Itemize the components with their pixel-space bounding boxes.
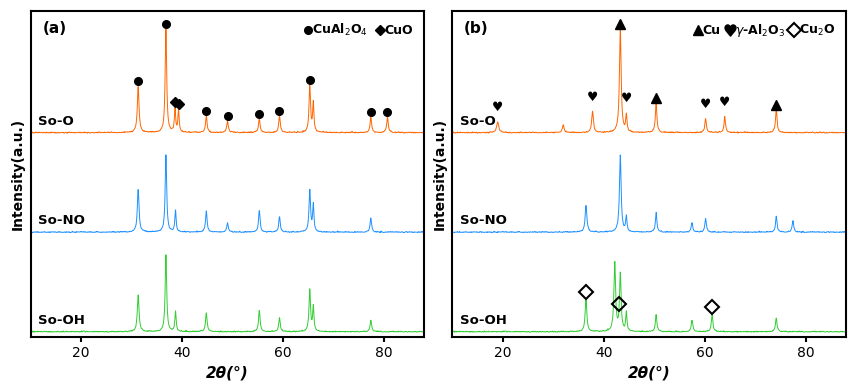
Text: (a): (a) <box>43 21 67 36</box>
Text: So-OH: So-OH <box>460 314 506 327</box>
Text: (b): (b) <box>464 21 488 36</box>
Legend: CuAl$_2$O$_4$, CuO: CuAl$_2$O$_4$, CuO <box>301 17 418 44</box>
Text: So-NO: So-NO <box>460 214 506 227</box>
Text: ♥: ♥ <box>492 101 503 114</box>
Text: ♥: ♥ <box>620 93 632 105</box>
Y-axis label: Intensity(a.u.): Intensity(a.u.) <box>433 118 446 230</box>
X-axis label: 2θ(°): 2θ(°) <box>207 366 249 381</box>
Text: ♥: ♥ <box>719 96 730 109</box>
X-axis label: 2θ(°): 2θ(°) <box>627 366 670 381</box>
Text: So-O: So-O <box>39 114 74 127</box>
Text: So-OH: So-OH <box>39 314 85 327</box>
Legend: Cu, $\gamma$-Al$_2$O$_3$, Cu$_2$O: Cu, $\gamma$-Al$_2$O$_3$, Cu$_2$O <box>692 17 840 44</box>
Text: So-O: So-O <box>460 114 495 127</box>
Y-axis label: Intensity(a.u.): Intensity(a.u.) <box>11 118 25 230</box>
Text: ♥: ♥ <box>700 98 711 111</box>
Text: ♥: ♥ <box>587 91 598 103</box>
Text: So-NO: So-NO <box>39 214 85 227</box>
